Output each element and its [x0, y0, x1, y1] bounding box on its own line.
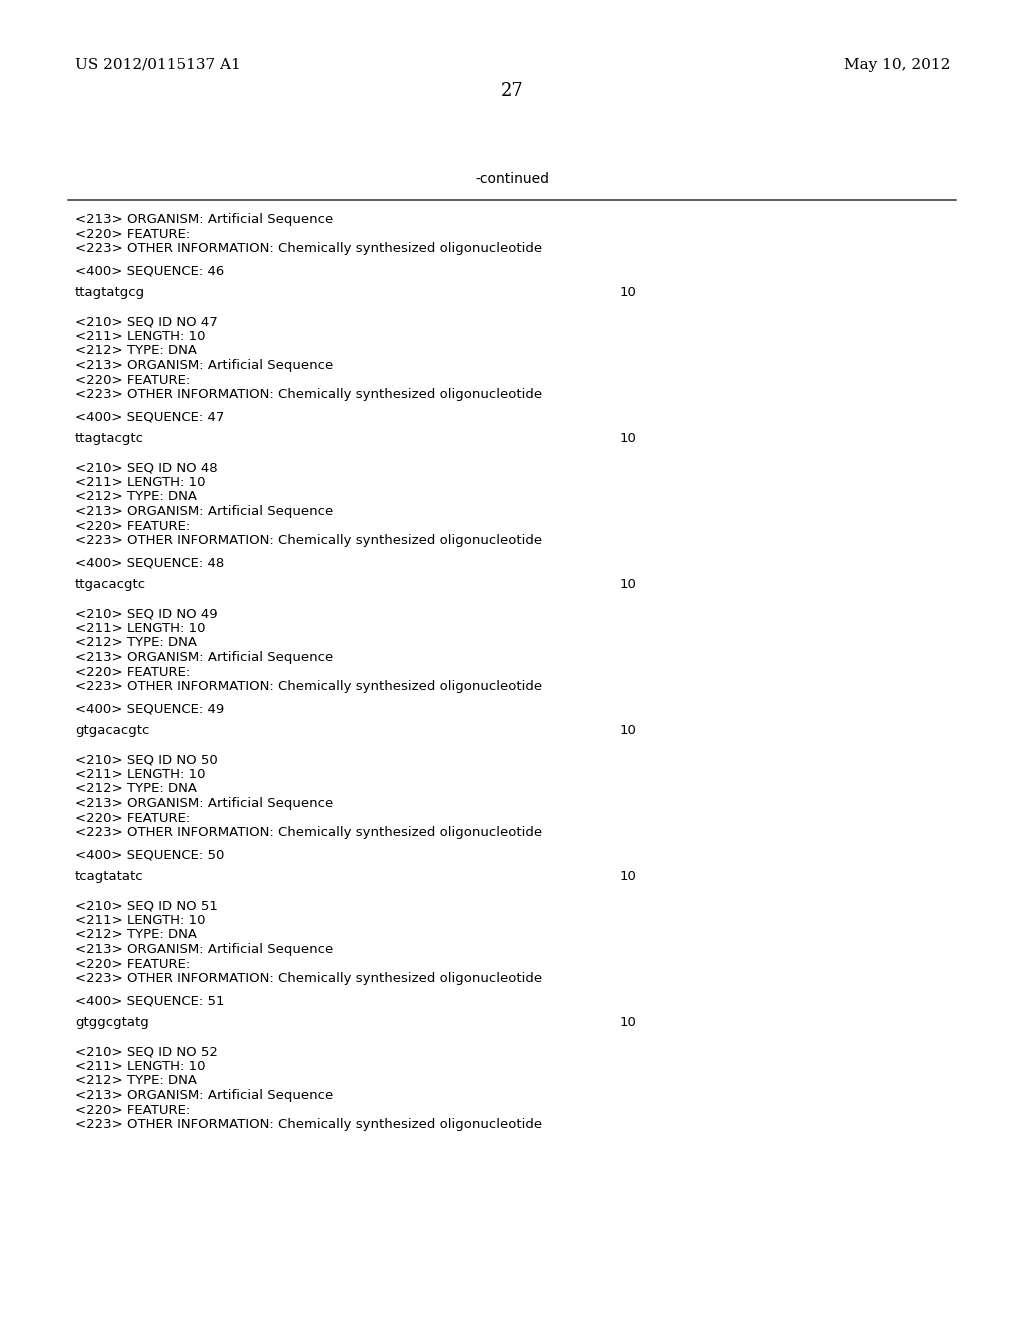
Text: <211> LENGTH: 10: <211> LENGTH: 10 [75, 768, 206, 781]
Text: <400> SEQUENCE: 51: <400> SEQUENCE: 51 [75, 994, 224, 1007]
Text: <213> ORGANISM: Artificial Sequence: <213> ORGANISM: Artificial Sequence [75, 506, 333, 517]
Text: gtggcgtatg: gtggcgtatg [75, 1016, 148, 1030]
Text: 10: 10 [620, 286, 637, 300]
Text: <223> OTHER INFORMATION: Chemically synthesized oligonucleotide: <223> OTHER INFORMATION: Chemically synt… [75, 972, 542, 985]
Text: <223> OTHER INFORMATION: Chemically synthesized oligonucleotide: <223> OTHER INFORMATION: Chemically synt… [75, 388, 542, 401]
Text: <400> SEQUENCE: 46: <400> SEQUENCE: 46 [75, 264, 224, 277]
Text: <210> SEQ ID NO 47: <210> SEQ ID NO 47 [75, 315, 218, 329]
Text: <400> SEQUENCE: 49: <400> SEQUENCE: 49 [75, 702, 224, 715]
Text: <220> FEATURE:: <220> FEATURE: [75, 957, 190, 970]
Text: <223> OTHER INFORMATION: Chemically synthesized oligonucleotide: <223> OTHER INFORMATION: Chemically synt… [75, 242, 542, 255]
Text: <220> FEATURE:: <220> FEATURE: [75, 520, 190, 532]
Text: <400> SEQUENCE: 48: <400> SEQUENCE: 48 [75, 556, 224, 569]
Text: <400> SEQUENCE: 47: <400> SEQUENCE: 47 [75, 411, 224, 422]
Text: <210> SEQ ID NO 49: <210> SEQ ID NO 49 [75, 607, 218, 620]
Text: US 2012/0115137 A1: US 2012/0115137 A1 [75, 58, 241, 73]
Text: ttgacacgtc: ttgacacgtc [75, 578, 146, 591]
Text: <212> TYPE: DNA: <212> TYPE: DNA [75, 783, 197, 796]
Text: <213> ORGANISM: Artificial Sequence: <213> ORGANISM: Artificial Sequence [75, 797, 333, 810]
Text: <211> LENGTH: 10: <211> LENGTH: 10 [75, 477, 206, 488]
Text: <223> OTHER INFORMATION: Chemically synthesized oligonucleotide: <223> OTHER INFORMATION: Chemically synt… [75, 535, 542, 546]
Text: 10: 10 [620, 1016, 637, 1030]
Text: <212> TYPE: DNA: <212> TYPE: DNA [75, 345, 197, 358]
Text: tcagtatatc: tcagtatatc [75, 870, 143, 883]
Text: <210> SEQ ID NO 52: <210> SEQ ID NO 52 [75, 1045, 218, 1059]
Text: <223> OTHER INFORMATION: Chemically synthesized oligonucleotide: <223> OTHER INFORMATION: Chemically synt… [75, 1118, 542, 1131]
Text: ttagtatgcg: ttagtatgcg [75, 286, 145, 300]
Text: <211> LENGTH: 10: <211> LENGTH: 10 [75, 913, 206, 927]
Text: 10: 10 [620, 578, 637, 591]
Text: <213> ORGANISM: Artificial Sequence: <213> ORGANISM: Artificial Sequence [75, 1089, 333, 1102]
Text: gtgacacgtc: gtgacacgtc [75, 723, 150, 737]
Text: <220> FEATURE:: <220> FEATURE: [75, 665, 190, 678]
Text: 10: 10 [620, 870, 637, 883]
Text: May 10, 2012: May 10, 2012 [844, 58, 950, 73]
Text: <212> TYPE: DNA: <212> TYPE: DNA [75, 491, 197, 503]
Text: <212> TYPE: DNA: <212> TYPE: DNA [75, 1074, 197, 1088]
Text: <210> SEQ ID NO 48: <210> SEQ ID NO 48 [75, 462, 218, 474]
Text: 27: 27 [501, 82, 523, 100]
Text: 10: 10 [620, 723, 637, 737]
Text: <213> ORGANISM: Artificial Sequence: <213> ORGANISM: Artificial Sequence [75, 359, 333, 372]
Text: <220> FEATURE:: <220> FEATURE: [75, 374, 190, 387]
Text: <223> OTHER INFORMATION: Chemically synthesized oligonucleotide: <223> OTHER INFORMATION: Chemically synt… [75, 680, 542, 693]
Text: <211> LENGTH: 10: <211> LENGTH: 10 [75, 622, 206, 635]
Text: 10: 10 [620, 432, 637, 445]
Text: <400> SEQUENCE: 50: <400> SEQUENCE: 50 [75, 847, 224, 861]
Text: <223> OTHER INFORMATION: Chemically synthesized oligonucleotide: <223> OTHER INFORMATION: Chemically synt… [75, 826, 542, 840]
Text: -continued: -continued [475, 172, 549, 186]
Text: <212> TYPE: DNA: <212> TYPE: DNA [75, 928, 197, 941]
Text: <213> ORGANISM: Artificial Sequence: <213> ORGANISM: Artificial Sequence [75, 213, 333, 226]
Text: <213> ORGANISM: Artificial Sequence: <213> ORGANISM: Artificial Sequence [75, 942, 333, 956]
Text: <211> LENGTH: 10: <211> LENGTH: 10 [75, 330, 206, 343]
Text: <210> SEQ ID NO 50: <210> SEQ ID NO 50 [75, 754, 218, 767]
Text: <220> FEATURE:: <220> FEATURE: [75, 1104, 190, 1117]
Text: <220> FEATURE:: <220> FEATURE: [75, 227, 190, 240]
Text: <213> ORGANISM: Artificial Sequence: <213> ORGANISM: Artificial Sequence [75, 651, 333, 664]
Text: <211> LENGTH: 10: <211> LENGTH: 10 [75, 1060, 206, 1073]
Text: ttagtacgtc: ttagtacgtc [75, 432, 144, 445]
Text: <210> SEQ ID NO 51: <210> SEQ ID NO 51 [75, 899, 218, 912]
Text: <220> FEATURE:: <220> FEATURE: [75, 812, 190, 825]
Text: <212> TYPE: DNA: <212> TYPE: DNA [75, 636, 197, 649]
